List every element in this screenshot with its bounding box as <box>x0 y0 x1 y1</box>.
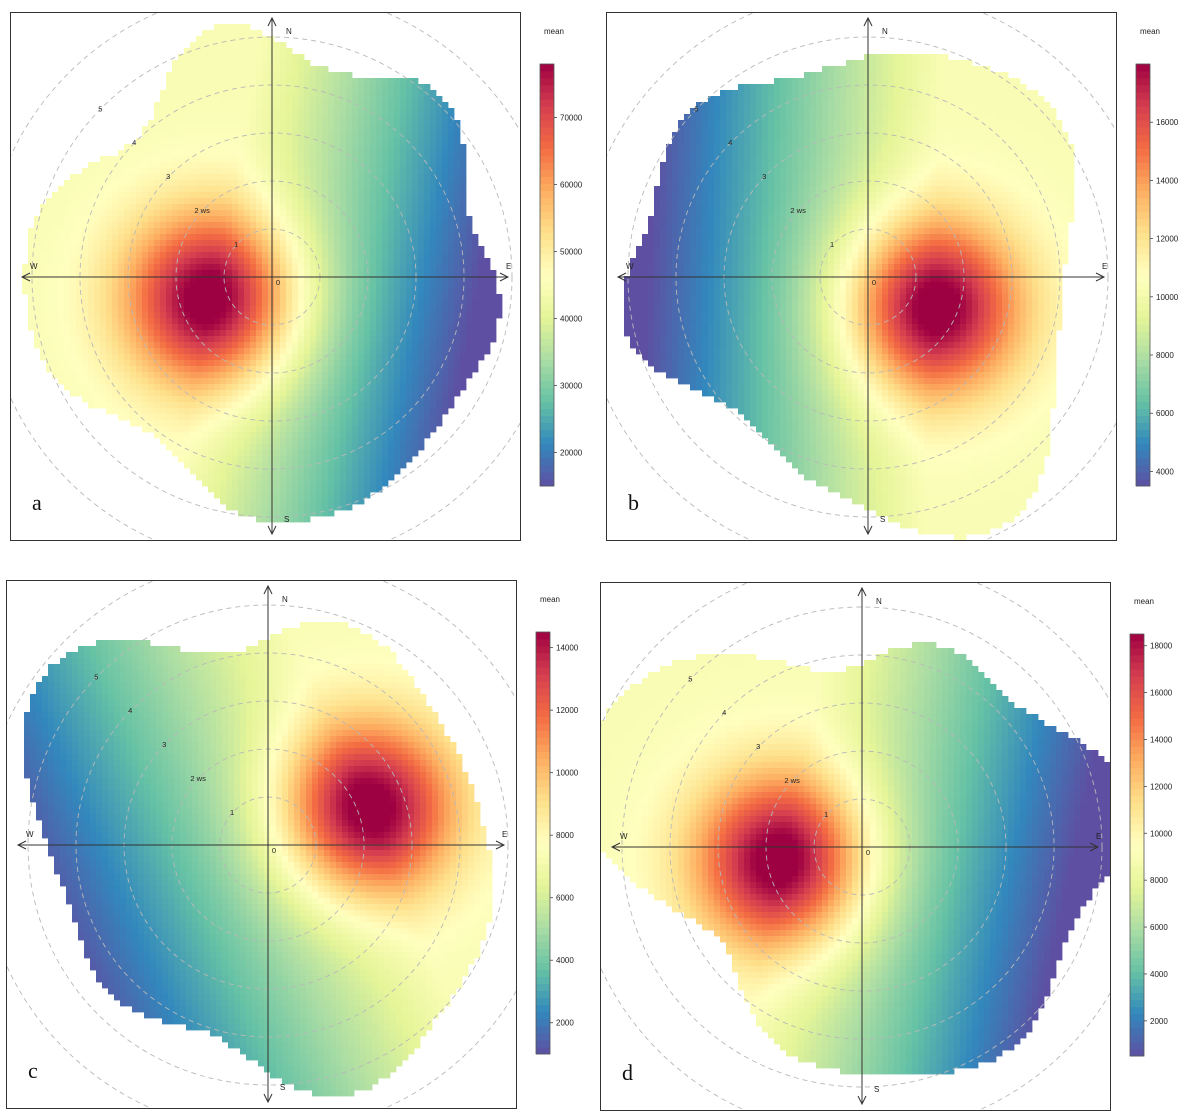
colorbar-tick-label: 14000 <box>1156 176 1179 185</box>
colorbar-tick-label: 2000 <box>1150 1017 1168 1026</box>
colorbar-title: mean <box>1134 597 1154 606</box>
colorbar-tick-label: 4000 <box>1150 970 1168 979</box>
panel-letter: d <box>622 1060 633 1085</box>
compass-label-w: W <box>626 262 634 271</box>
colorbar-tick-label: 6000 <box>1156 409 1174 418</box>
colorbar-tick-label: 10000 <box>1156 293 1179 302</box>
colorbar-tick-label: 12000 <box>1156 235 1179 244</box>
plot-area: N S E W 0 1 2 ws 3 4 5 <box>0 0 560 565</box>
ring-label-2: 2 ws <box>784 776 800 785</box>
polar-plot-d: N S E W 0 1 2 ws 3 4 5 d mean 2000 4000 6000 8000 10000 1… <box>600 582 1180 1112</box>
panel-b: N S E W 0 1 2 ws 3 4 5 b mean 4000 6000 8000 10000 12000… <box>606 12 1184 542</box>
heatmap-cells <box>22 24 502 522</box>
ring-label-2: 2 ws <box>194 206 210 215</box>
colorbar-tick-label: 60000 <box>560 181 583 190</box>
colorbar: mean 4000 6000 8000 10000 12000 14000 16000 <box>1136 27 1179 486</box>
ring-label-2: 2 ws <box>790 206 806 215</box>
compass-label-n: N <box>882 27 888 36</box>
colorbar-tick-label: 12000 <box>556 706 579 715</box>
colorbar-tick-label: 30000 <box>560 382 583 391</box>
ring-label-4: 4 <box>132 138 136 147</box>
compass-label-n: N <box>876 597 882 606</box>
ring-label-3: 3 <box>166 172 170 181</box>
ring-label-0: 0 <box>866 848 870 857</box>
compass-label-w: W <box>620 832 628 841</box>
plot-area: N S E W 0 1 2 ws 3 4 5 <box>0 557 556 1112</box>
colorbar-tick-label: 6000 <box>1150 923 1168 932</box>
ring-label-5: 5 <box>694 104 698 113</box>
panel-a: N S E W 0 1 2 ws 3 4 5 a mean 20000 30000 40000 50000 60… <box>10 12 590 542</box>
ring-label-3: 3 <box>756 742 760 751</box>
panel-letter: b <box>628 490 639 515</box>
colorbar-title: mean <box>540 595 560 604</box>
ring-label-0: 0 <box>872 278 876 287</box>
colorbar-tick-label: 4000 <box>556 956 574 965</box>
compass-label-w: W <box>30 262 38 271</box>
ring-label-5: 5 <box>94 672 98 681</box>
colorbar: mean 20000 30000 40000 50000 60000 70000 <box>540 27 583 486</box>
panel-d: N S E W 0 1 2 ws 3 4 5 d mean 2000 4000 6000 8000 10000 1… <box>600 582 1180 1112</box>
compass-label-s: S <box>874 1085 879 1094</box>
plot-area: N S E W 0 1 2 ws 3 4 5 <box>574 559 1150 1112</box>
ring-label-3: 3 <box>762 172 766 181</box>
colorbar-tick-label: 8000 <box>556 831 574 840</box>
colorbar-tick-label: 16000 <box>1150 689 1173 698</box>
polar-plot-a: N S E W 0 1 2 ws 3 4 5 a mean 20000 30000 40000 50000 60… <box>10 12 590 542</box>
colorbar-tick-label: 14000 <box>556 644 579 653</box>
ring-label-4: 4 <box>128 706 132 715</box>
panel-letter: a <box>32 490 42 515</box>
ring-label-1: 1 <box>824 810 828 819</box>
colorbar-tick-label: 18000 <box>1150 642 1173 651</box>
colorbar-tick-label: 70000 <box>560 114 583 123</box>
colorbar: mean 2000 4000 6000 8000 10000 12000 14000 <box>536 595 579 1054</box>
colorbar-tick-label: 10000 <box>556 769 579 778</box>
colorbar-tick-label: 4000 <box>1156 467 1174 476</box>
colorbar-tick-label: 40000 <box>560 315 583 324</box>
compass-label-e: E <box>506 262 511 271</box>
ring-label-1: 1 <box>830 240 834 249</box>
ring-label-2: 2 ws <box>190 774 206 783</box>
colorbar-title: mean <box>544 27 564 36</box>
polar-plot-c: N S E W 0 1 2 ws 3 4 5 c mean 2000 4000 6000 8000 10000 1… <box>6 580 586 1110</box>
colorbar-tick-label: 20000 <box>560 449 583 458</box>
compass-label-e: E <box>1096 832 1101 841</box>
colorbar-tick-label: 12000 <box>1150 782 1173 791</box>
colorbar: mean 2000 4000 6000 8000 10000 12000 14000 16000… <box>1130 597 1173 1056</box>
ring-label-3: 3 <box>162 740 166 749</box>
ring-label-5: 5 <box>688 674 692 683</box>
compass-label-w: W <box>26 830 34 839</box>
ring-label-1: 1 <box>234 240 238 249</box>
ring-label-0: 0 <box>276 278 280 287</box>
panel-c: N S E W 0 1 2 ws 3 4 5 c mean 2000 4000 6000 8000 10000 1… <box>6 580 586 1110</box>
plot-area: N S E W 0 1 2 ws 3 4 5 <box>580 0 1156 565</box>
colorbar-tick-label: 8000 <box>1150 876 1168 885</box>
heatmap-cells <box>24 622 492 1096</box>
colorbar-tick-label: 50000 <box>560 248 583 257</box>
colorbar-tick-label: 16000 <box>1156 118 1179 127</box>
panel-letter: c <box>28 1058 38 1083</box>
ring-label-1: 1 <box>230 808 234 817</box>
ring-label-0: 0 <box>272 846 276 855</box>
compass-label-e: E <box>502 830 507 839</box>
colorbar-tick-label: 2000 <box>556 1019 574 1028</box>
colorbar-tick-label: 14000 <box>1150 736 1173 745</box>
ring-label-4: 4 <box>728 138 732 147</box>
colorbar-tick-label: 10000 <box>1150 829 1173 838</box>
compass-label-s: S <box>880 515 885 524</box>
compass-label-e: E <box>1102 262 1107 271</box>
colorbar-tick-label: 6000 <box>556 894 574 903</box>
colorbar-title: mean <box>1140 27 1160 36</box>
heatmap-cells <box>624 54 1074 540</box>
colorbar-tick-label: 8000 <box>1156 351 1174 360</box>
compass-label-n: N <box>282 595 288 604</box>
compass-label-n: N <box>286 27 292 36</box>
ring-label-4: 4 <box>722 708 726 717</box>
compass-label-s: S <box>280 1083 285 1092</box>
ring-label-5: 5 <box>98 104 102 113</box>
polar-plot-b: N S E W 0 1 2 ws 3 4 5 b mean 4000 6000 8000 10000 12000… <box>606 12 1184 542</box>
heatmap-cells <box>600 642 1110 1074</box>
compass-label-s: S <box>284 515 289 524</box>
